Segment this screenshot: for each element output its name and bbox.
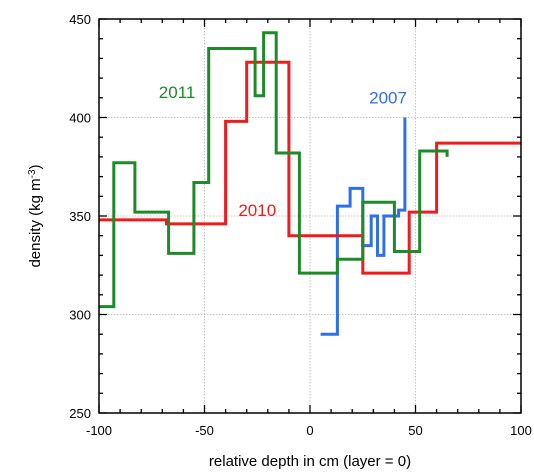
x-tick-label: -100 [86, 423, 112, 438]
y-tick-label: 400 [69, 111, 91, 126]
series-lines [99, 31, 521, 336]
y-axis-label-main: density (kg m [27, 178, 44, 267]
x-tick-label: 50 [408, 423, 422, 438]
x-tick-label: -50 [195, 423, 214, 438]
axis-ticks [98, 18, 522, 414]
x-tick-label: 0 [306, 423, 313, 438]
series-label-2010: 2010 [238, 201, 276, 220]
x-tick-label: 100 [510, 423, 532, 438]
y-axis-label-superscript: -3 [27, 169, 38, 178]
y-tick-label: 450 [69, 12, 91, 27]
tick-labels: -100 -50 0 50 100 250 300 350 400 450 [69, 12, 532, 438]
y-tick-label: 250 [69, 406, 91, 421]
y-tick-label: 300 [69, 308, 91, 323]
y-tick-label: 350 [69, 209, 91, 224]
series-line-2007 [320, 117, 407, 336]
series-label-2007: 2007 [369, 89, 407, 108]
grid [99, 19, 521, 413]
y-axis-label-close: ) [27, 164, 44, 169]
series-line-2010 [99, 60, 521, 275]
series-label-2011: 2011 [159, 83, 196, 102]
y-axis-label: density (kg m-3) [27, 164, 45, 267]
x-axis-label: relative depth in cm (layer = 0) [209, 453, 411, 470]
series-labels: 2007 2010 2011 [159, 83, 407, 220]
series-line-2011 [99, 31, 449, 309]
